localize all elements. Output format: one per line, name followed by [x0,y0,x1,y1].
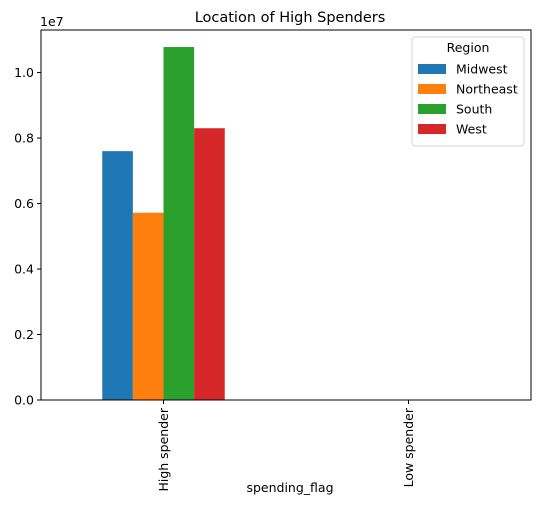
legend-label-south: South [456,102,492,117]
x-axis-label: spending_flag [246,480,333,495]
x-axis: High spender Low spender [156,400,416,492]
y-tick-label: 0.6 [14,196,34,211]
y-tick-label: 0.4 [14,262,34,277]
y-axis: 0.0 0.2 0.4 0.6 0.8 1.0 [14,65,41,408]
y-tick-label: 0.2 [14,327,34,342]
legend-title: Region [447,40,490,55]
plot-frame [40,29,532,401]
bar-west-0 [194,128,225,400]
legend-label-west: West [456,122,487,137]
y-tick-label: 0.8 [14,131,34,146]
y-scale-label: 1e7 [40,14,64,29]
bar-northeast-0 [132,212,164,400]
y-tick-label: 1.0 [14,65,34,80]
bar-midwest-0 [102,151,133,400]
legend-swatch-northeast [418,84,446,94]
legend-label-midwest: Midwest [456,62,508,77]
bar-south-0 [163,47,195,400]
y-tick-label: 0.0 [14,393,34,408]
x-tick-label: Low spender [401,407,416,487]
x-tick-label: High spender [156,407,171,491]
legend-swatch-midwest [418,64,446,74]
bars [102,47,225,400]
legend-label-northeast: Northeast [456,82,518,97]
chart-title: Location of High Spenders [195,10,386,26]
legend-swatch-west [418,124,446,134]
legend-swatch-south [418,104,446,114]
legend: Region Midwest Northeast South West [411,36,525,147]
